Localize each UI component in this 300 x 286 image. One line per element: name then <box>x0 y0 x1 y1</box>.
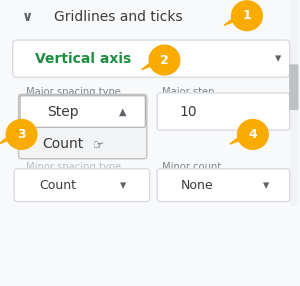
Text: 2: 2 <box>160 53 169 67</box>
FancyBboxPatch shape <box>19 94 147 159</box>
FancyBboxPatch shape <box>14 169 150 202</box>
Text: 4: 4 <box>248 128 257 141</box>
Circle shape <box>6 120 37 149</box>
Text: ▾: ▾ <box>275 52 281 65</box>
Text: ▾: ▾ <box>263 179 269 192</box>
FancyBboxPatch shape <box>13 40 290 77</box>
Text: Major spacing type: Major spacing type <box>26 87 121 96</box>
Text: Minor count: Minor count <box>161 162 221 172</box>
Text: ▾: ▾ <box>120 179 126 192</box>
Text: 10: 10 <box>179 105 197 118</box>
Text: None: None <box>181 179 213 192</box>
Text: Major step: Major step <box>161 87 214 96</box>
FancyBboxPatch shape <box>157 169 290 202</box>
Circle shape <box>238 120 268 149</box>
FancyBboxPatch shape <box>290 0 298 206</box>
FancyBboxPatch shape <box>289 64 298 110</box>
Text: ∨: ∨ <box>22 10 33 24</box>
Text: Step: Step <box>47 105 79 118</box>
Polygon shape <box>142 58 157 70</box>
Text: 3: 3 <box>17 128 26 141</box>
Text: Gridlines and ticks: Gridlines and ticks <box>54 10 183 24</box>
Circle shape <box>232 1 262 31</box>
Text: ▲: ▲ <box>119 107 127 116</box>
Polygon shape <box>224 13 239 25</box>
Text: Count: Count <box>39 179 76 192</box>
Circle shape <box>149 45 180 75</box>
Polygon shape <box>230 132 245 144</box>
Text: 1: 1 <box>243 9 251 22</box>
Text: Count: Count <box>42 137 83 150</box>
Polygon shape <box>0 132 14 144</box>
FancyBboxPatch shape <box>157 93 290 130</box>
Text: ☞: ☞ <box>92 139 104 152</box>
FancyBboxPatch shape <box>20 96 145 127</box>
Text: Minor spacing type: Minor spacing type <box>26 162 121 172</box>
Text: Vertical axis: Vertical axis <box>35 52 131 65</box>
